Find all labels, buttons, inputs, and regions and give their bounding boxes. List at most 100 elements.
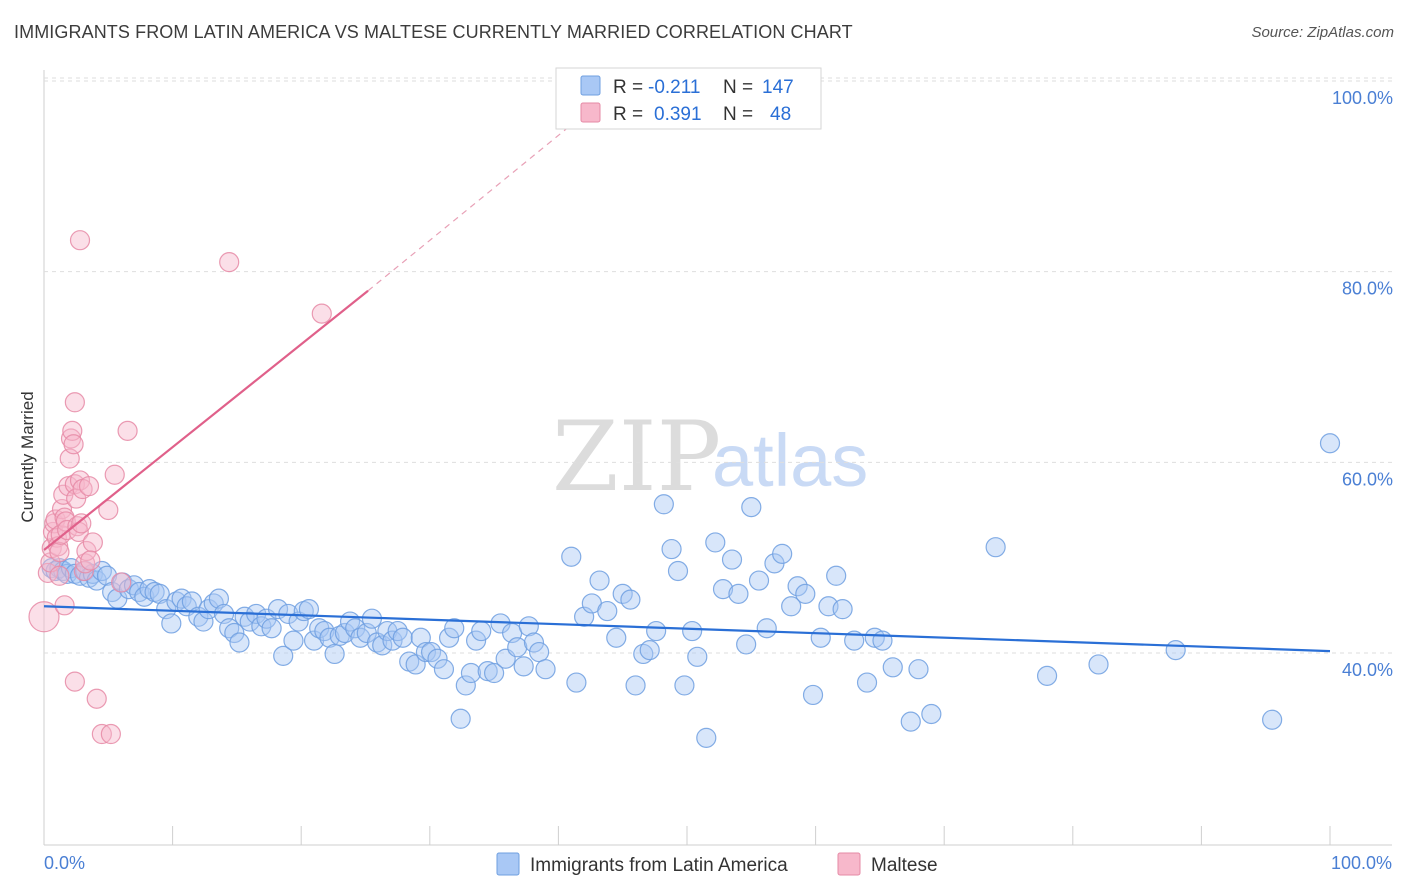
latin-america-point	[471, 620, 492, 642]
maltese-point	[86, 688, 107, 709]
latin-america-point	[535, 659, 556, 680]
maltese-point	[63, 434, 84, 455]
latin-america-point	[900, 711, 921, 732]
latin-america-point	[529, 641, 550, 663]
y-tick-label-60: 60.0%	[1342, 469, 1393, 489]
maltese-point	[117, 420, 138, 441]
maltese-point	[71, 513, 92, 534]
latin-america-point	[748, 570, 770, 591]
maltese-point	[100, 723, 121, 745]
latin-america-point	[781, 596, 802, 617]
maltese-point	[64, 671, 85, 692]
latin-america-point	[908, 659, 929, 680]
y-tick-label-100: 100.0%	[1332, 88, 1393, 108]
grid-lines	[44, 77, 1392, 654]
maltese-point	[64, 392, 85, 413]
trend-line-maltese	[43, 289, 369, 551]
latin-america-point	[455, 675, 476, 696]
latin-america-point	[756, 618, 777, 639]
maltese-point	[28, 601, 60, 633]
watermark-zip: ZIP	[552, 401, 721, 513]
legend-n-label-1: N =	[723, 77, 753, 98]
maltese-point	[69, 230, 91, 251]
latin-america-point	[741, 497, 762, 518]
maltese-point	[80, 550, 101, 571]
latin-america-point	[507, 637, 528, 658]
latin-america-point	[427, 648, 448, 669]
latin-america-point	[667, 560, 689, 582]
latin-america-point	[826, 565, 847, 586]
latin-america-point	[795, 583, 816, 604]
maltese-point	[54, 595, 75, 616]
latin-america-point	[1262, 709, 1283, 730]
latin-america-point	[921, 703, 942, 725]
latin-america-point	[324, 643, 345, 665]
maltese-point	[111, 572, 132, 593]
legend-box: R = -0.211 N = 147 R = 0.391 N = 48	[555, 67, 822, 130]
latin-america-point	[674, 675, 695, 696]
maltese-point	[104, 464, 125, 485]
latin-america-point	[261, 618, 282, 639]
trend-line-maltese-extension	[367, 113, 585, 292]
legend-r-value-2: 0.391	[654, 104, 702, 125]
latin-america-point	[687, 646, 708, 667]
maltese-point	[219, 252, 240, 273]
latin-america-point	[606, 627, 627, 648]
latin-america-point	[705, 532, 726, 553]
latin-america-point	[518, 616, 539, 637]
latin-america-point	[810, 627, 831, 648]
latin-america-point	[208, 588, 229, 609]
latin-america-point	[334, 622, 356, 644]
maltese-point	[98, 499, 119, 521]
latin-america-point	[161, 613, 182, 634]
latin-america-point	[802, 684, 824, 706]
latin-america-point	[392, 627, 413, 648]
latin-america-point	[736, 634, 757, 655]
latin-america-point	[620, 589, 641, 610]
latin-america-point	[450, 708, 471, 729]
latin-america-point	[345, 618, 366, 639]
maltese-point	[78, 476, 100, 497]
bottom-legend: Immigrants from Latin America Maltese	[496, 852, 938, 876]
latin-america-point	[283, 630, 304, 651]
maltese-point	[311, 303, 332, 324]
y-tick-label-80: 80.0%	[1342, 279, 1393, 299]
legend-swatch-latin-america	[580, 75, 601, 96]
bottom-legend-swatch-latin-america	[496, 852, 520, 876]
latin-america-point	[433, 659, 455, 680]
latin-america-point	[273, 645, 294, 666]
latin-america-point	[832, 599, 853, 620]
latin-america-point	[319, 627, 340, 648]
latin-america-point	[661, 538, 682, 560]
latin-america-point	[561, 546, 582, 567]
trend-lines	[43, 113, 1331, 653]
latin-america-point	[712, 579, 734, 600]
legend-swatch-maltese	[580, 102, 601, 123]
latin-america-point	[772, 543, 793, 564]
x-ticks	[43, 826, 1331, 845]
chart-title: IMMIGRANTS FROM LATIN AMERICA VS MALTESE…	[14, 22, 853, 42]
legend-n-label-2: N =	[723, 104, 753, 125]
latin-america-point	[844, 630, 865, 651]
latin-america-point	[444, 618, 465, 639]
maltese-point	[49, 565, 70, 586]
x-tick-label-min: 0.0%	[44, 853, 85, 873]
legend-r-label-1: R =	[613, 77, 643, 98]
source-label: Source: ZipAtlas.com	[1251, 24, 1394, 41]
latin-america-point	[513, 656, 534, 677]
latin-america-point	[589, 570, 610, 591]
trend-line-latin-america	[43, 605, 1331, 653]
latin-america-point	[438, 627, 460, 648]
latin-america-point	[653, 494, 674, 515]
latin-america-point	[1319, 433, 1341, 454]
latin-america-point	[864, 627, 885, 648]
latin-america-point	[1088, 654, 1109, 675]
y-tick-label-40: 40.0%	[1342, 660, 1393, 680]
latin-america-point	[787, 576, 808, 597]
latin-america-point	[566, 672, 587, 693]
latin-america-point	[682, 620, 703, 642]
latin-america-point	[523, 632, 545, 653]
latin-america-point	[721, 549, 743, 570]
latin-america-point	[415, 641, 437, 663]
latin-america-point	[597, 600, 618, 622]
